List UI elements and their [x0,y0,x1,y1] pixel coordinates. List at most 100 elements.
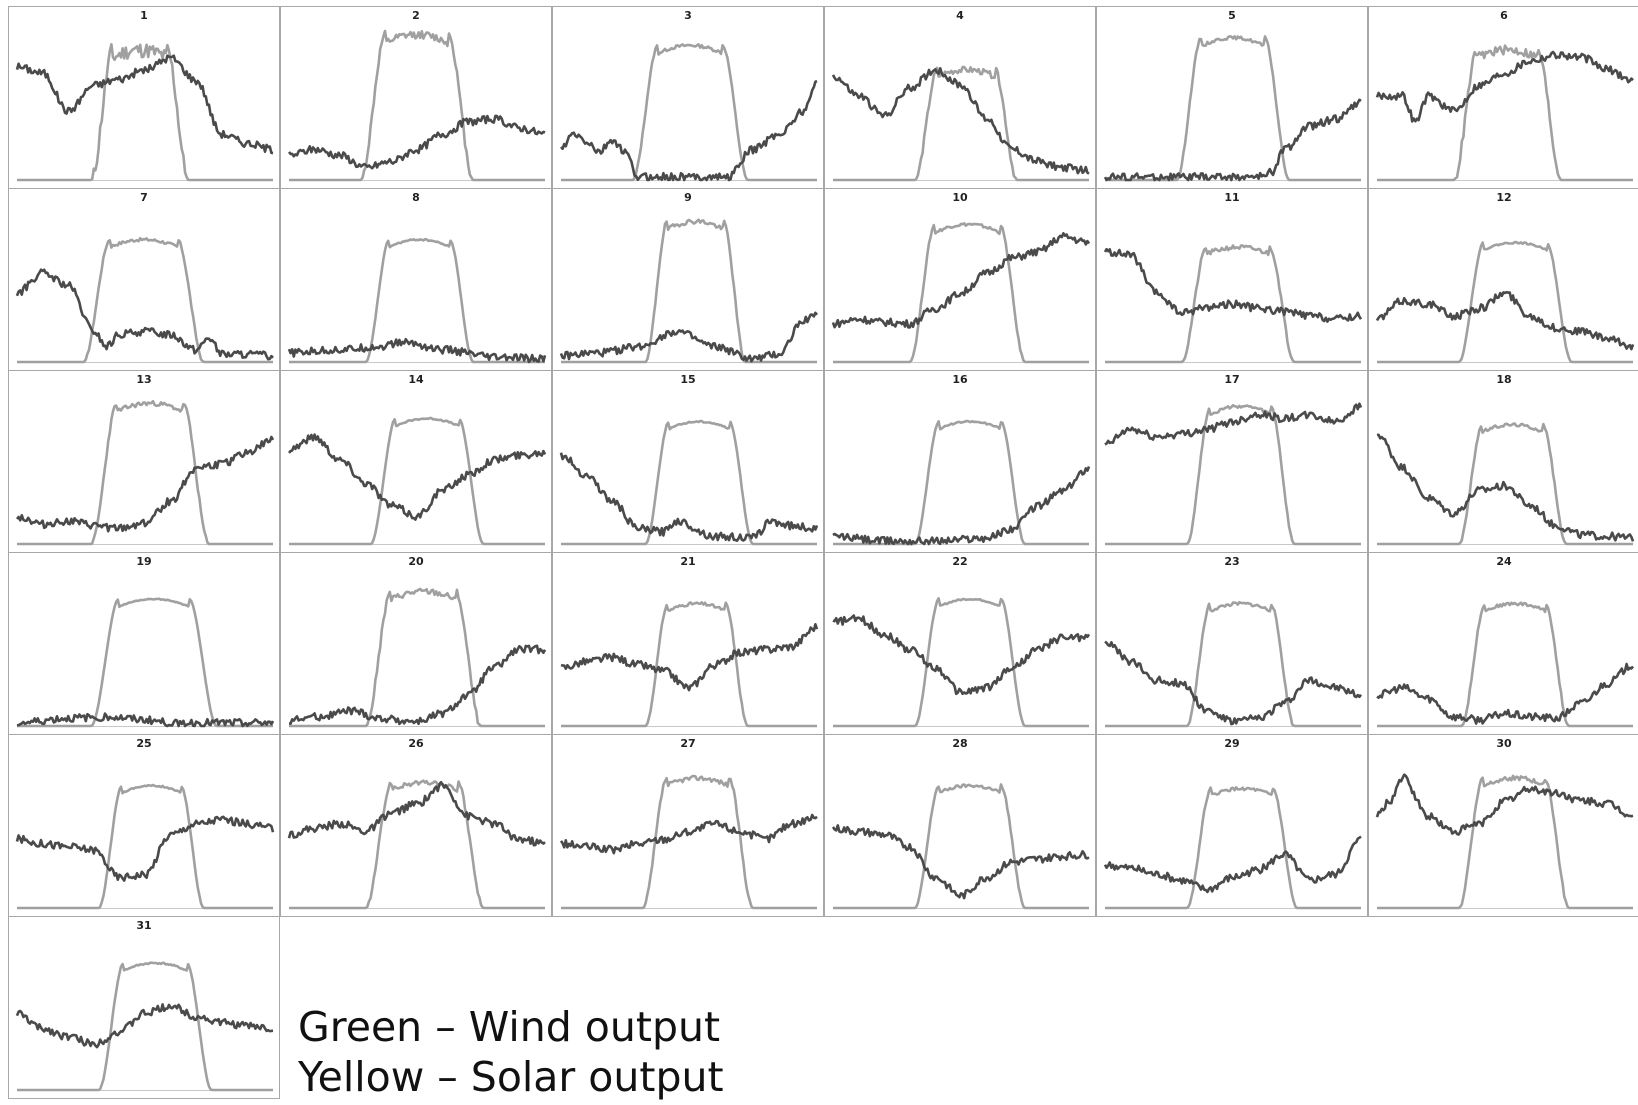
day-plot [560,43,818,182]
day-plot [1104,402,1363,546]
wind-series-line [1104,402,1363,446]
day-panel-20: 20 [280,552,552,735]
day-plot [15,399,275,546]
solar-series-line [1377,774,1633,910]
wind-series-line [1104,640,1363,726]
solar-series-line [833,783,1089,910]
day-panel-17: 17 [1096,370,1368,553]
day-plot [16,597,275,728]
day-plot [1375,773,1634,910]
day-plot [289,587,547,728]
wind-series-line [1103,247,1363,323]
day-panel-31: 31 [8,916,280,1099]
day-panel-title: 31 [136,919,152,932]
day-panel-title: 8 [412,191,420,204]
day-panel-7: 7 [8,188,280,371]
day-panel-12: 12 [1368,188,1638,371]
solar-series-line [17,399,273,546]
day-plot [288,416,547,546]
wind-series-line [831,824,1090,900]
wind-series-line [1103,835,1362,894]
day-panel-3: 3 [552,6,824,189]
wind-series-line [15,54,274,155]
day-panel-8: 8 [280,188,552,371]
solar-series-line [1105,786,1361,910]
day-plot [831,65,1090,182]
wind-series-line [1375,50,1634,123]
day-plot [559,218,819,364]
day-panel-title: 21 [680,555,696,568]
daily-output-grid: 1 2 3 4 5 6 7 8 9 10 11 12 13 14 15 16 17 18 19 20 21 22 23 24 2… [8,6,1638,1105]
solar-series-line [289,779,545,910]
solar-series-line [1377,601,1633,728]
solar-series-line [833,65,1089,182]
day-panel-24: 24 [1368,552,1638,735]
solar-series-line [561,218,817,364]
day-panel-29: 29 [1096,734,1368,917]
solar-series-line [289,237,545,364]
day-panel-6: 6 [1368,6,1638,189]
wind-series-line [1103,98,1362,182]
day-plot [1375,240,1635,364]
solar-series-line [17,783,273,910]
solar-series-line [17,597,273,728]
day-panel-9: 9 [552,188,824,371]
day-panel-5: 5 [1096,6,1368,189]
day-plot [15,42,274,182]
day-plot [287,779,546,910]
day-plot [559,419,819,546]
day-panel-title: 6 [1500,9,1508,22]
day-plot [1375,44,1634,182]
day-panel-title: 19 [136,555,152,568]
day-panel-title: 9 [684,191,692,204]
day-panel-30: 30 [1368,734,1638,917]
day-plot [15,783,275,910]
day-panel-13: 13 [8,370,280,553]
day-panel-title: 15 [680,373,696,386]
day-plot [832,597,1091,728]
solar-series-line [1105,35,1361,182]
solar-series-line [1377,422,1633,546]
day-panel-18: 18 [1368,370,1638,553]
solar-series-line [17,42,273,182]
wind-series-line [559,311,819,363]
day-panel-title: 30 [1496,737,1512,750]
day-plot [1103,35,1362,182]
day-panel-title: 3 [684,9,692,22]
day-panel-2: 2 [280,6,552,189]
wind-series-line [287,114,546,170]
wind-series-line [559,813,818,855]
solar-series-line [561,774,817,910]
day-panel-title: 28 [952,737,968,750]
legend: Green – Wind output Yellow – Solar outpu… [298,1002,724,1102]
day-panel-4: 4 [824,6,1096,189]
wind-series-line [1375,290,1635,351]
day-plot [15,961,274,1092]
day-panel-25: 25 [8,734,280,917]
wind-series-line [288,433,547,521]
day-panel-22: 22 [824,552,1096,735]
wind-series-line [16,712,275,728]
wind-series-line [832,466,1091,546]
day-panel-title: 18 [1496,373,1512,386]
wind-series-line [560,79,818,182]
solar-series-line [833,419,1089,546]
day-panel-title: 24 [1496,555,1512,568]
solar-series-line [561,419,817,546]
solar-series-line [561,43,817,182]
day-plot [15,236,274,364]
legend-wind: Green – Wind output [298,1003,721,1051]
wind-series-line [15,1003,274,1049]
day-panel-title: 22 [952,555,968,568]
day-panel-19: 19 [8,552,280,735]
day-plot [831,783,1090,910]
legend-solar: Yellow – Solar output [298,1053,724,1101]
day-panel-title: 2 [412,9,420,22]
day-panel-title: 12 [1496,191,1512,204]
wind-series-line [831,231,1091,329]
day-panel-title: 7 [140,191,148,204]
wind-series-line [287,780,546,847]
day-plot [560,601,819,728]
day-panel-title: 20 [408,555,424,568]
day-panel-21: 21 [552,552,824,735]
